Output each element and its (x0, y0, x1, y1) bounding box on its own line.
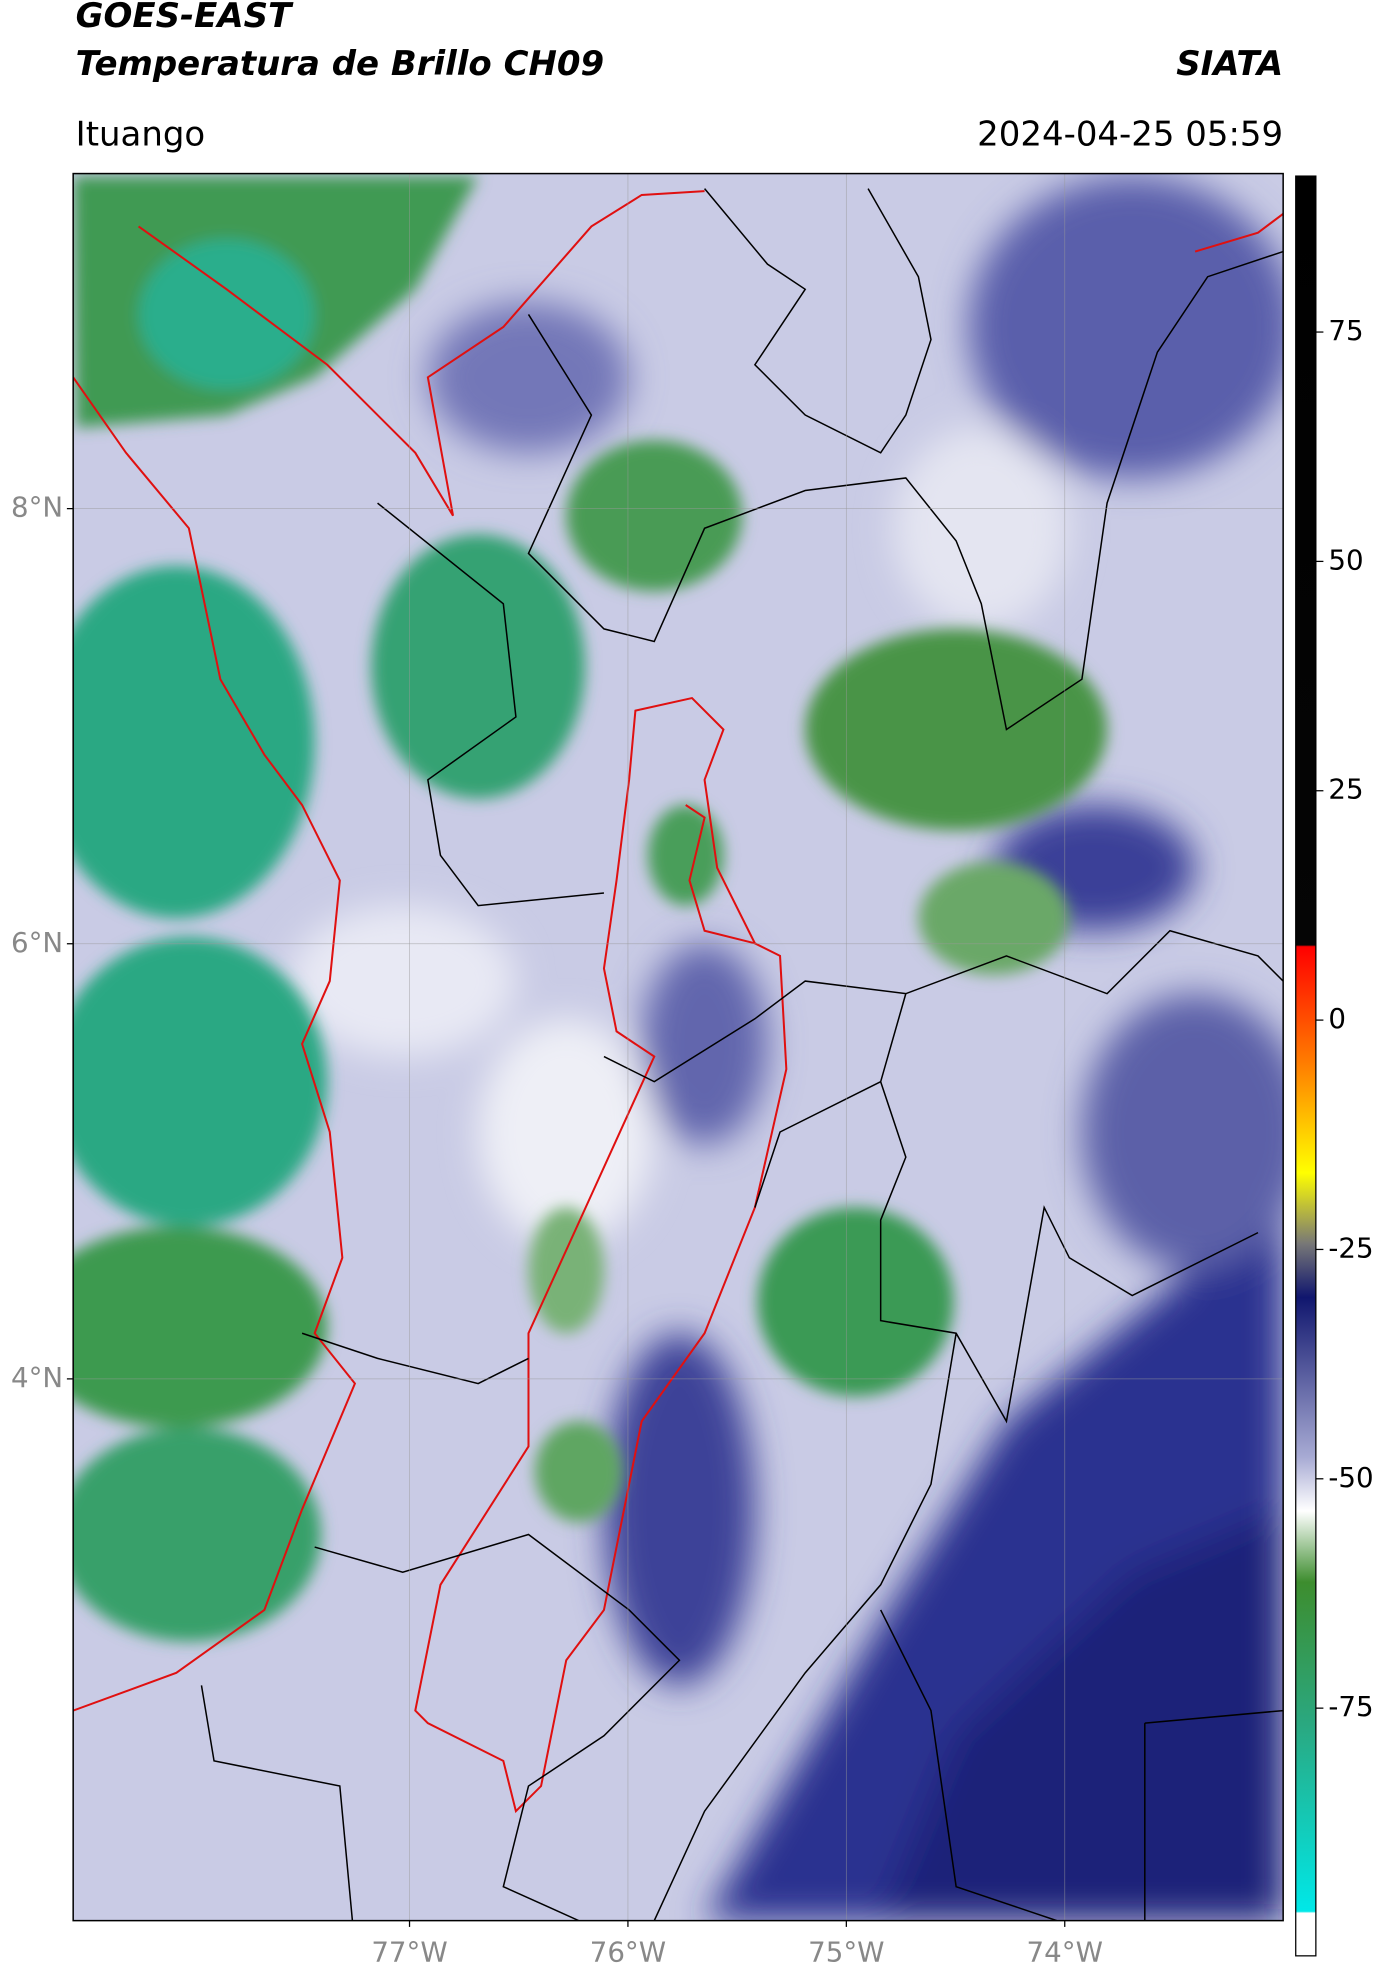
colorbar-tick-label: -25 (1328, 1231, 1373, 1264)
colorbar-tick-label: 0 (1328, 1002, 1346, 1035)
lat-tick-label: 6°N (11, 926, 63, 959)
lon-tick-label: 77°W (371, 1935, 447, 1968)
colorbar-tick-label: 25 (1328, 773, 1363, 806)
colorbar-tick-label: 75 (1328, 314, 1363, 347)
organization: SIATA (1176, 44, 1283, 84)
map-frame (72, 172, 1284, 1922)
timestamp: 2024-04-25 05:59 (977, 114, 1283, 154)
colorbar-tick-label: 50 (1328, 543, 1363, 576)
lat-tick-label: 4°N (11, 1361, 63, 1394)
subtitle: Temperatura de Brillo CH09 (76, 44, 604, 84)
lon-tick-label: 74°W (1027, 1935, 1103, 1968)
colorbar-axis: 75 50 25 0 -25 -50 -75 (1315, 314, 1374, 1723)
lon-tick-label: 76°W (590, 1935, 666, 1968)
colorbar-tick-label: -50 (1328, 1461, 1373, 1494)
colorbar (1295, 175, 1317, 1957)
title: GOES-EAST (76, 0, 294, 36)
graticule: 8°N 6°N 4°N 77°W 76°W 75°W 74°W (11, 173, 1284, 1968)
satellite-image (73, 173, 1284, 1921)
location: Ituango (76, 114, 206, 154)
lat-tick-label: 8°N (11, 491, 63, 524)
lon-tick-label: 75°W (808, 1935, 884, 1968)
colorbar-tick-label: -75 (1328, 1690, 1373, 1723)
